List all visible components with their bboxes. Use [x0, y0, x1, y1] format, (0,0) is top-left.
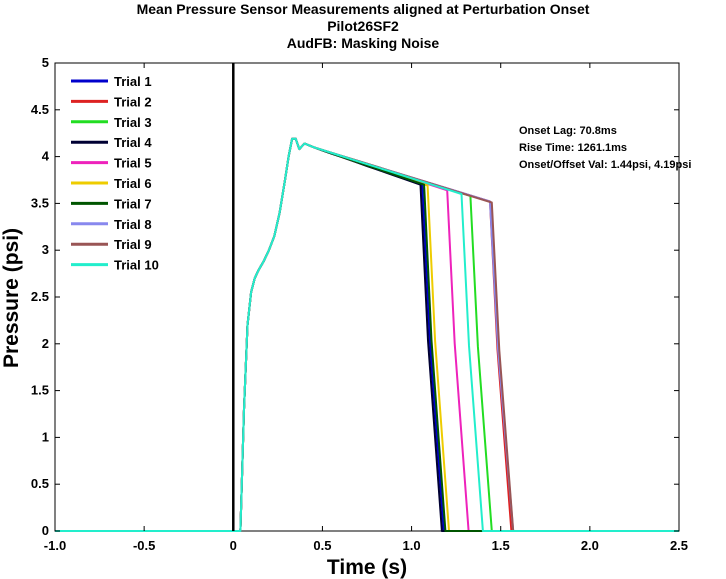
chart-title-line-2: Pilot26SF2 — [327, 18, 399, 34]
x-tick-label-6: 2.0 — [581, 538, 599, 553]
y-tick-label-0: 0 — [42, 523, 49, 538]
y-axis-label: Pressure (psi) — [0, 228, 23, 368]
x-axis-label: Time (s) — [327, 556, 407, 579]
legend-label-trial-7: Trial 7 — [114, 196, 152, 211]
y-tick-label-2: 1 — [42, 429, 49, 444]
x-tick-label-7: 2.5 — [670, 538, 688, 553]
chart-title-line-1: Mean Pressure Sensor Measurements aligne… — [137, 1, 590, 17]
x-tick-label-3: 0.5 — [313, 538, 331, 553]
x-tick-label-2: 0 — [230, 538, 237, 553]
annotations: Onset Lag: 70.8ms Rise Time: 1261.1ms On… — [519, 125, 691, 171]
annotation-onset-offset-val: Onset/Offset Val: 1.44psi, 4.19psi — [519, 159, 691, 171]
y-tick-label-7: 3.5 — [31, 195, 49, 210]
legend-label-trial-8: Trial 8 — [114, 217, 152, 232]
y-tick-label-6: 3 — [42, 242, 49, 257]
y-tick-label-9: 4.5 — [31, 102, 49, 117]
y-tick-label-3: 1.5 — [31, 383, 49, 398]
y-tick-label-1: 0.5 — [31, 476, 49, 491]
legend-label-trial-10: Trial 10 — [114, 258, 159, 273]
x-tick-label-1: -0.5 — [133, 538, 155, 553]
annotation-onset-lag: Onset Lag: 70.8ms — [519, 125, 617, 137]
y-tick-label-5: 2.5 — [31, 289, 49, 304]
legend-label-trial-9: Trial 9 — [114, 237, 152, 252]
legend-label-trial-4: Trial 4 — [114, 135, 152, 150]
plot-area: -1.0 -0.5 0 0.5 1.0 1.5 2.0 2.5 0 0.5 1 1.5 2 2.5 3 3.5… — [31, 55, 688, 553]
x-tick-label-4: 1.0 — [403, 538, 421, 553]
chart-title-line-3: AudFB: Masking Noise — [287, 35, 440, 51]
legend-label-trial-6: Trial 6 — [114, 176, 152, 191]
series-layer — [55, 137, 679, 532]
legend-label-trial-2: Trial 2 — [114, 94, 152, 109]
x-tick-label-5: 1.5 — [492, 538, 510, 553]
annotation-rise-time: Rise Time: 1261.1ms — [519, 142, 627, 154]
y-tick-label-4: 2 — [42, 336, 49, 351]
legend-items: Trial 1 Trial 2 Trial 3 Trial 4 Trial 5 Trial… — [71, 74, 159, 273]
ticks-layer: -1.0 -0.5 0 0.5 1.0 1.5 2.0 2.5 0 0.5 1 1.5 2 2.5 3 3.5… — [31, 55, 688, 553]
x-tick-label-0: -1.0 — [44, 538, 66, 553]
legend-label-trial-1: Trial 1 — [114, 74, 152, 89]
y-tick-label-10: 5 — [42, 55, 49, 70]
legend-label-trial-5: Trial 5 — [114, 156, 152, 171]
series-line-trial-10 — [55, 137, 679, 532]
legend: Trial 1 Trial 2 Trial 3 Trial 4 Trial 5 Trial… — [65, 68, 175, 281]
legend-label-trial-3: Trial 3 — [114, 115, 152, 130]
y-tick-label-8: 4 — [42, 149, 50, 164]
